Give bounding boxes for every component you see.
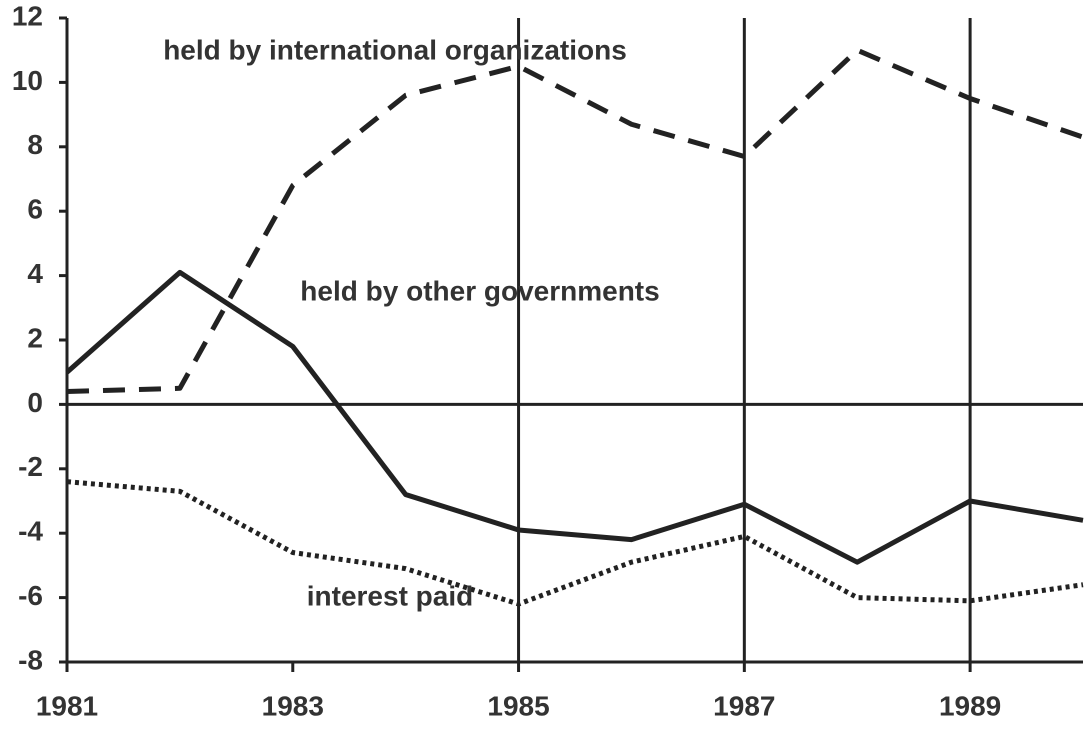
x-tick-label: 1981 [36, 690, 98, 721]
y-tick-label: 8 [27, 129, 43, 160]
y-tick-label: 10 [12, 65, 43, 96]
y-tick-label: 6 [27, 194, 43, 225]
y-tick-label: -8 [18, 644, 43, 675]
series-line [66, 479, 1084, 607]
series-label: held by international organizations [163, 34, 627, 65]
series-label: held by other governments [300, 275, 659, 306]
x-tick-label: 1987 [713, 690, 775, 721]
y-tick-label: -2 [18, 451, 43, 482]
y-tick-label: 2 [27, 322, 43, 353]
y-tick-label: 4 [27, 258, 43, 289]
x-tick-label: 1989 [939, 690, 1001, 721]
y-tick-label: 0 [27, 387, 43, 418]
y-tick-label: 12 [12, 0, 43, 31]
x-tick-label: 1983 [262, 690, 324, 721]
series-line [66, 47, 1084, 395]
y-tick-label: -6 [18, 580, 43, 611]
series-label: interest paid [307, 580, 473, 611]
x-tick-label: 1985 [487, 690, 549, 721]
y-tick-label: -4 [18, 516, 43, 547]
series-line [65, 269, 1084, 565]
